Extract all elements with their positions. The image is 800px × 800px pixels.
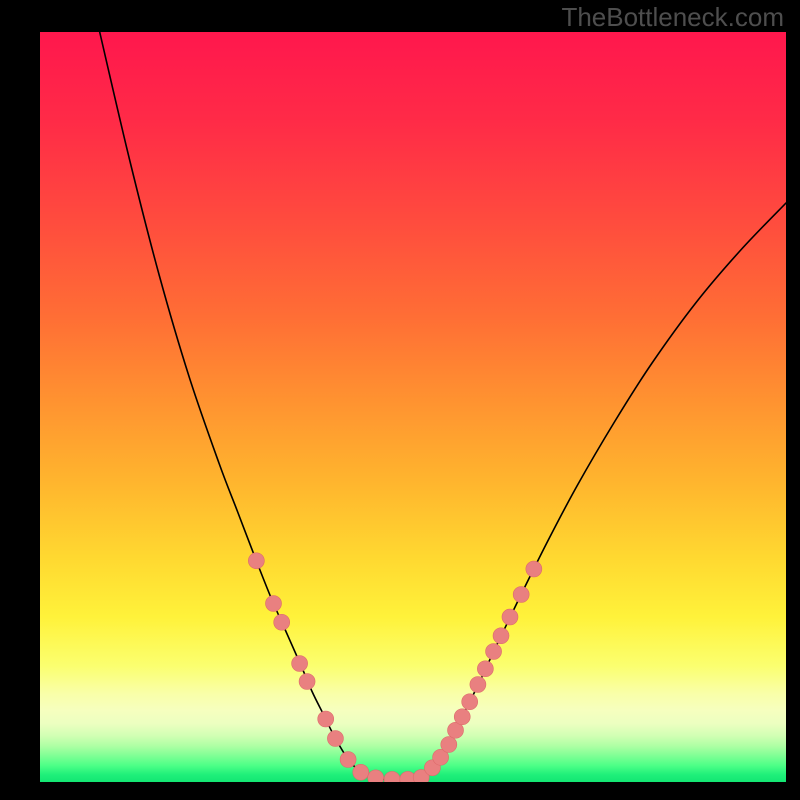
data-point (470, 677, 486, 693)
data-point (274, 614, 290, 630)
chart-svg (40, 32, 786, 782)
data-point (486, 644, 502, 660)
data-point (340, 752, 356, 768)
data-point (353, 764, 369, 780)
bottleneck-curve (100, 32, 786, 780)
data-point (318, 711, 334, 727)
data-point (368, 770, 384, 782)
data-point (502, 609, 518, 625)
data-point (292, 656, 308, 672)
data-point (493, 628, 509, 644)
data-point (462, 694, 478, 710)
data-point (526, 561, 542, 577)
data-point (454, 709, 470, 725)
data-point (477, 661, 493, 677)
data-point (384, 771, 400, 782)
data-point (513, 587, 529, 603)
watermark-text: TheBottleneck.com (561, 2, 784, 33)
data-point (299, 674, 315, 690)
data-point (248, 553, 264, 569)
data-point (266, 596, 282, 612)
plot-area (40, 32, 786, 782)
data-point (327, 731, 343, 747)
chart-stage: TheBottleneck.com (0, 0, 800, 800)
data-point (441, 737, 457, 753)
